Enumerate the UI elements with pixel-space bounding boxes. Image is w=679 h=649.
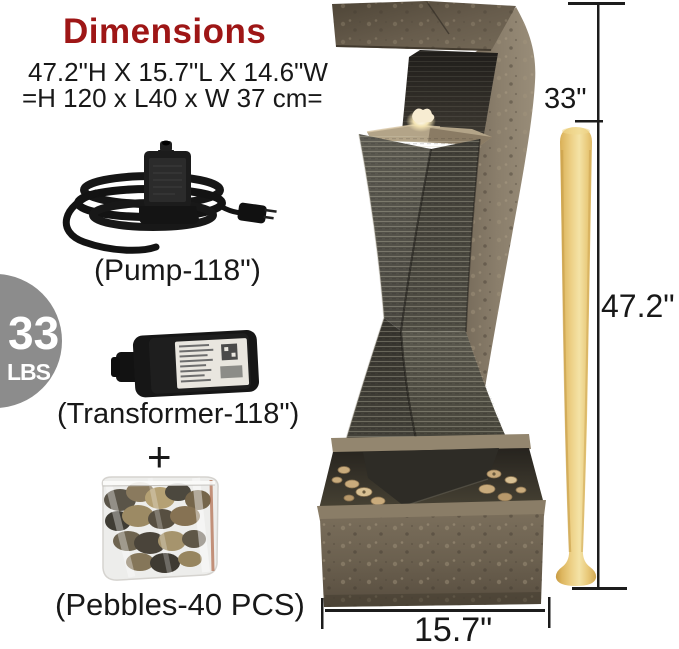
weight-value: 33: [8, 307, 60, 359]
fountain-height-measurement: 47.2": [601, 288, 675, 324]
plus-sign: +: [147, 433, 172, 480]
fountain-twisted-column: [344, 133, 509, 449]
transformer-label: (Transformer-118"): [57, 398, 300, 430]
fountain-light-spout: [406, 108, 436, 132]
height-measure-line: [568, 2, 627, 590]
pump-photo: [62, 140, 277, 254]
bat-length-measurement: 33": [544, 83, 587, 115]
imperial-dimensions-text: 47.2"H X 15.7"L X 14.6"W: [28, 57, 328, 87]
fountain-photo: [317, 1, 546, 607]
fountain-top-cap: [332, 1, 516, 51]
pebbles-stones: [104, 477, 211, 578]
pebbles-label: (Pebbles-40 PCS): [55, 587, 305, 622]
pebbles-bag-photo: [101, 476, 219, 581]
base-width-measure-line: [321, 597, 551, 629]
weight-unit: LBS: [7, 359, 51, 385]
baseball-bat-photo: [555, 127, 597, 586]
base-width-measurement: 15.7": [414, 611, 493, 649]
metric-dimensions-text: =H 120 x L40 x W 37 cm=: [22, 83, 323, 113]
basin-pebbles: [331, 466, 527, 506]
dimensions-title: Dimensions: [63, 12, 267, 51]
pump-label: (Pump-118"): [94, 254, 261, 287]
fountain-base-basin: [317, 434, 546, 607]
transformer-photo: [111, 329, 260, 398]
